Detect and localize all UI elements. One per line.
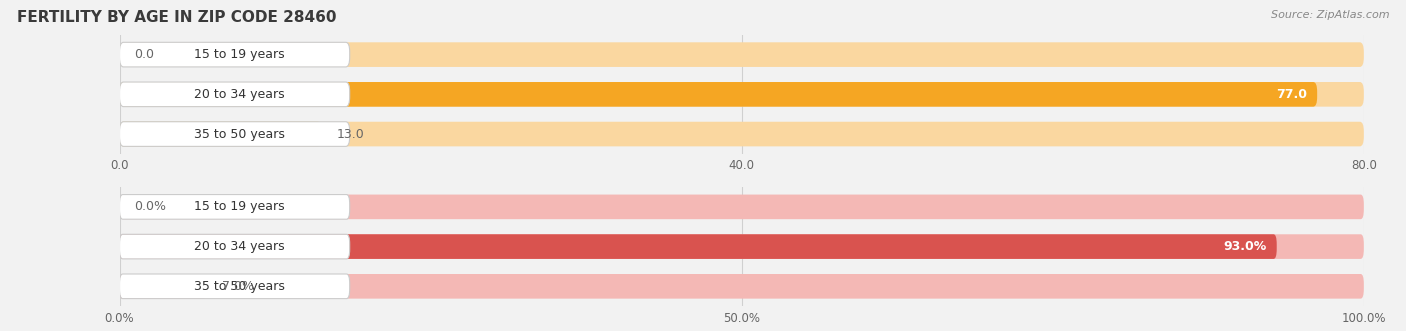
Text: 20 to 34 years: 20 to 34 years	[194, 240, 284, 253]
FancyBboxPatch shape	[120, 122, 1364, 146]
Text: 0.0%: 0.0%	[135, 200, 166, 213]
Text: 15 to 19 years: 15 to 19 years	[194, 200, 284, 213]
FancyBboxPatch shape	[120, 274, 1364, 299]
Text: 77.0: 77.0	[1277, 88, 1308, 101]
FancyBboxPatch shape	[120, 274, 350, 299]
Text: 20 to 34 years: 20 to 34 years	[194, 88, 284, 101]
FancyBboxPatch shape	[120, 234, 1364, 259]
Text: 0.0: 0.0	[135, 48, 155, 61]
FancyBboxPatch shape	[120, 234, 1277, 259]
FancyBboxPatch shape	[120, 274, 207, 299]
FancyBboxPatch shape	[120, 234, 350, 259]
FancyBboxPatch shape	[120, 42, 350, 67]
Text: FERTILITY BY AGE IN ZIP CODE 28460: FERTILITY BY AGE IN ZIP CODE 28460	[17, 10, 336, 25]
FancyBboxPatch shape	[120, 195, 1364, 219]
Text: 7.0%: 7.0%	[222, 280, 253, 293]
FancyBboxPatch shape	[120, 122, 322, 146]
FancyBboxPatch shape	[120, 82, 1317, 107]
Text: 93.0%: 93.0%	[1223, 240, 1267, 253]
Text: 13.0: 13.0	[336, 127, 364, 141]
Text: 35 to 50 years: 35 to 50 years	[194, 280, 284, 293]
FancyBboxPatch shape	[120, 195, 350, 219]
FancyBboxPatch shape	[120, 42, 1364, 67]
FancyBboxPatch shape	[120, 122, 350, 146]
Text: 35 to 50 years: 35 to 50 years	[194, 127, 284, 141]
Text: 15 to 19 years: 15 to 19 years	[194, 48, 284, 61]
FancyBboxPatch shape	[120, 82, 350, 107]
FancyBboxPatch shape	[120, 82, 1364, 107]
Text: Source: ZipAtlas.com: Source: ZipAtlas.com	[1271, 10, 1389, 20]
